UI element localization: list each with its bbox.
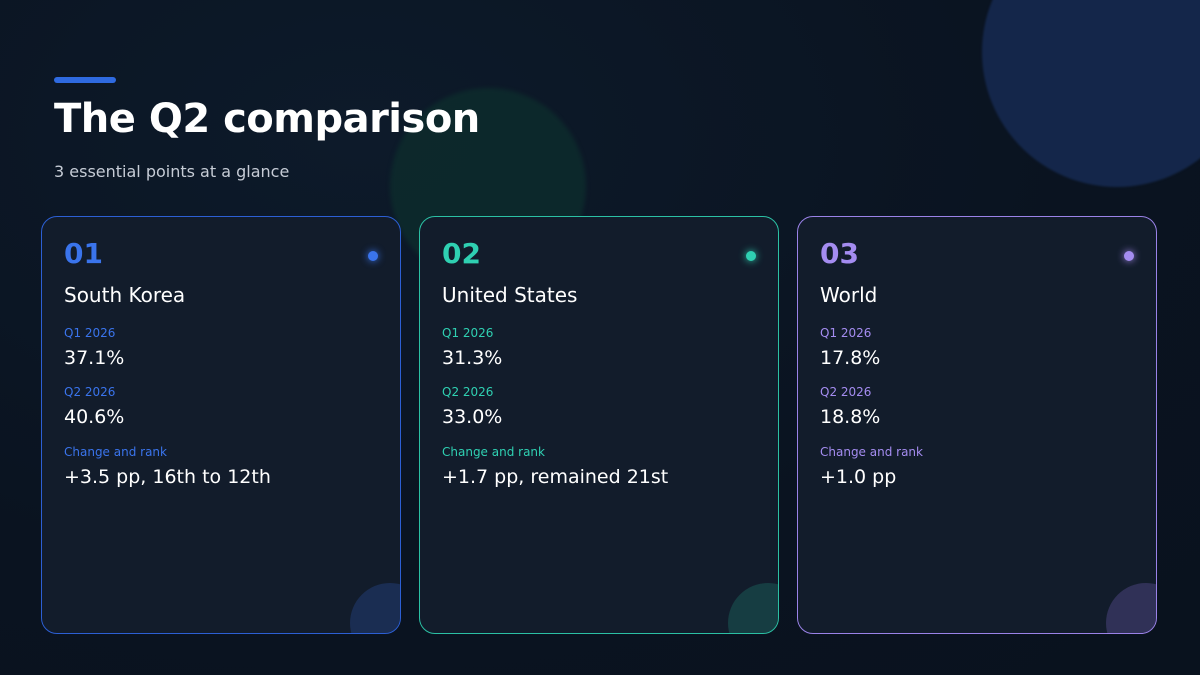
- q2-label: Q2 2026: [820, 385, 872, 399]
- card-south-korea: 01 South Korea Q1 2026 37.1% Q2 2026 40.…: [41, 216, 401, 634]
- q1-value: 37.1%: [64, 347, 125, 369]
- change-label: Change and rank: [64, 445, 167, 459]
- dot-icon: [1124, 251, 1134, 261]
- card-united-states: 02 United States Q1 2026 31.3% Q2 2026 3…: [419, 216, 779, 634]
- q2-value: 40.6%: [64, 406, 125, 428]
- q2-value: 18.8%: [820, 406, 881, 428]
- corner-decoration: [1106, 583, 1156, 633]
- q2-label: Q2 2026: [442, 385, 494, 399]
- card-world: 03 World Q1 2026 17.8% Q2 2026 18.8% Cha…: [797, 216, 1157, 634]
- corner-decoration: [350, 583, 400, 633]
- change-value: +1.7 pp, remained 21st: [442, 466, 669, 488]
- card-region: South Korea: [64, 283, 186, 307]
- title-accent-bar: [54, 77, 116, 83]
- card-number: 02: [442, 237, 481, 270]
- q1-value: 31.3%: [442, 347, 503, 369]
- change-value: +1.0 pp: [820, 466, 897, 488]
- card-number: 01: [64, 237, 103, 270]
- q1-label: Q1 2026: [64, 326, 116, 340]
- q1-label: Q1 2026: [442, 326, 494, 340]
- change-label: Change and rank: [442, 445, 545, 459]
- card-region: World: [820, 283, 878, 307]
- change-label: Change and rank: [820, 445, 923, 459]
- background-circle: [982, 0, 1200, 187]
- card-number: 03: [820, 237, 859, 270]
- dot-icon: [746, 251, 756, 261]
- q1-label: Q1 2026: [820, 326, 872, 340]
- page-title: The Q2 comparison: [54, 96, 480, 142]
- dot-icon: [368, 251, 378, 261]
- page-subtitle: 3 essential points at a glance: [54, 162, 290, 181]
- card-region: United States: [442, 283, 578, 307]
- corner-decoration: [728, 583, 778, 633]
- q1-value: 17.8%: [820, 347, 881, 369]
- q2-label: Q2 2026: [64, 385, 116, 399]
- change-value: +3.5 pp, 16th to 12th: [64, 466, 271, 488]
- q2-value: 33.0%: [442, 406, 503, 428]
